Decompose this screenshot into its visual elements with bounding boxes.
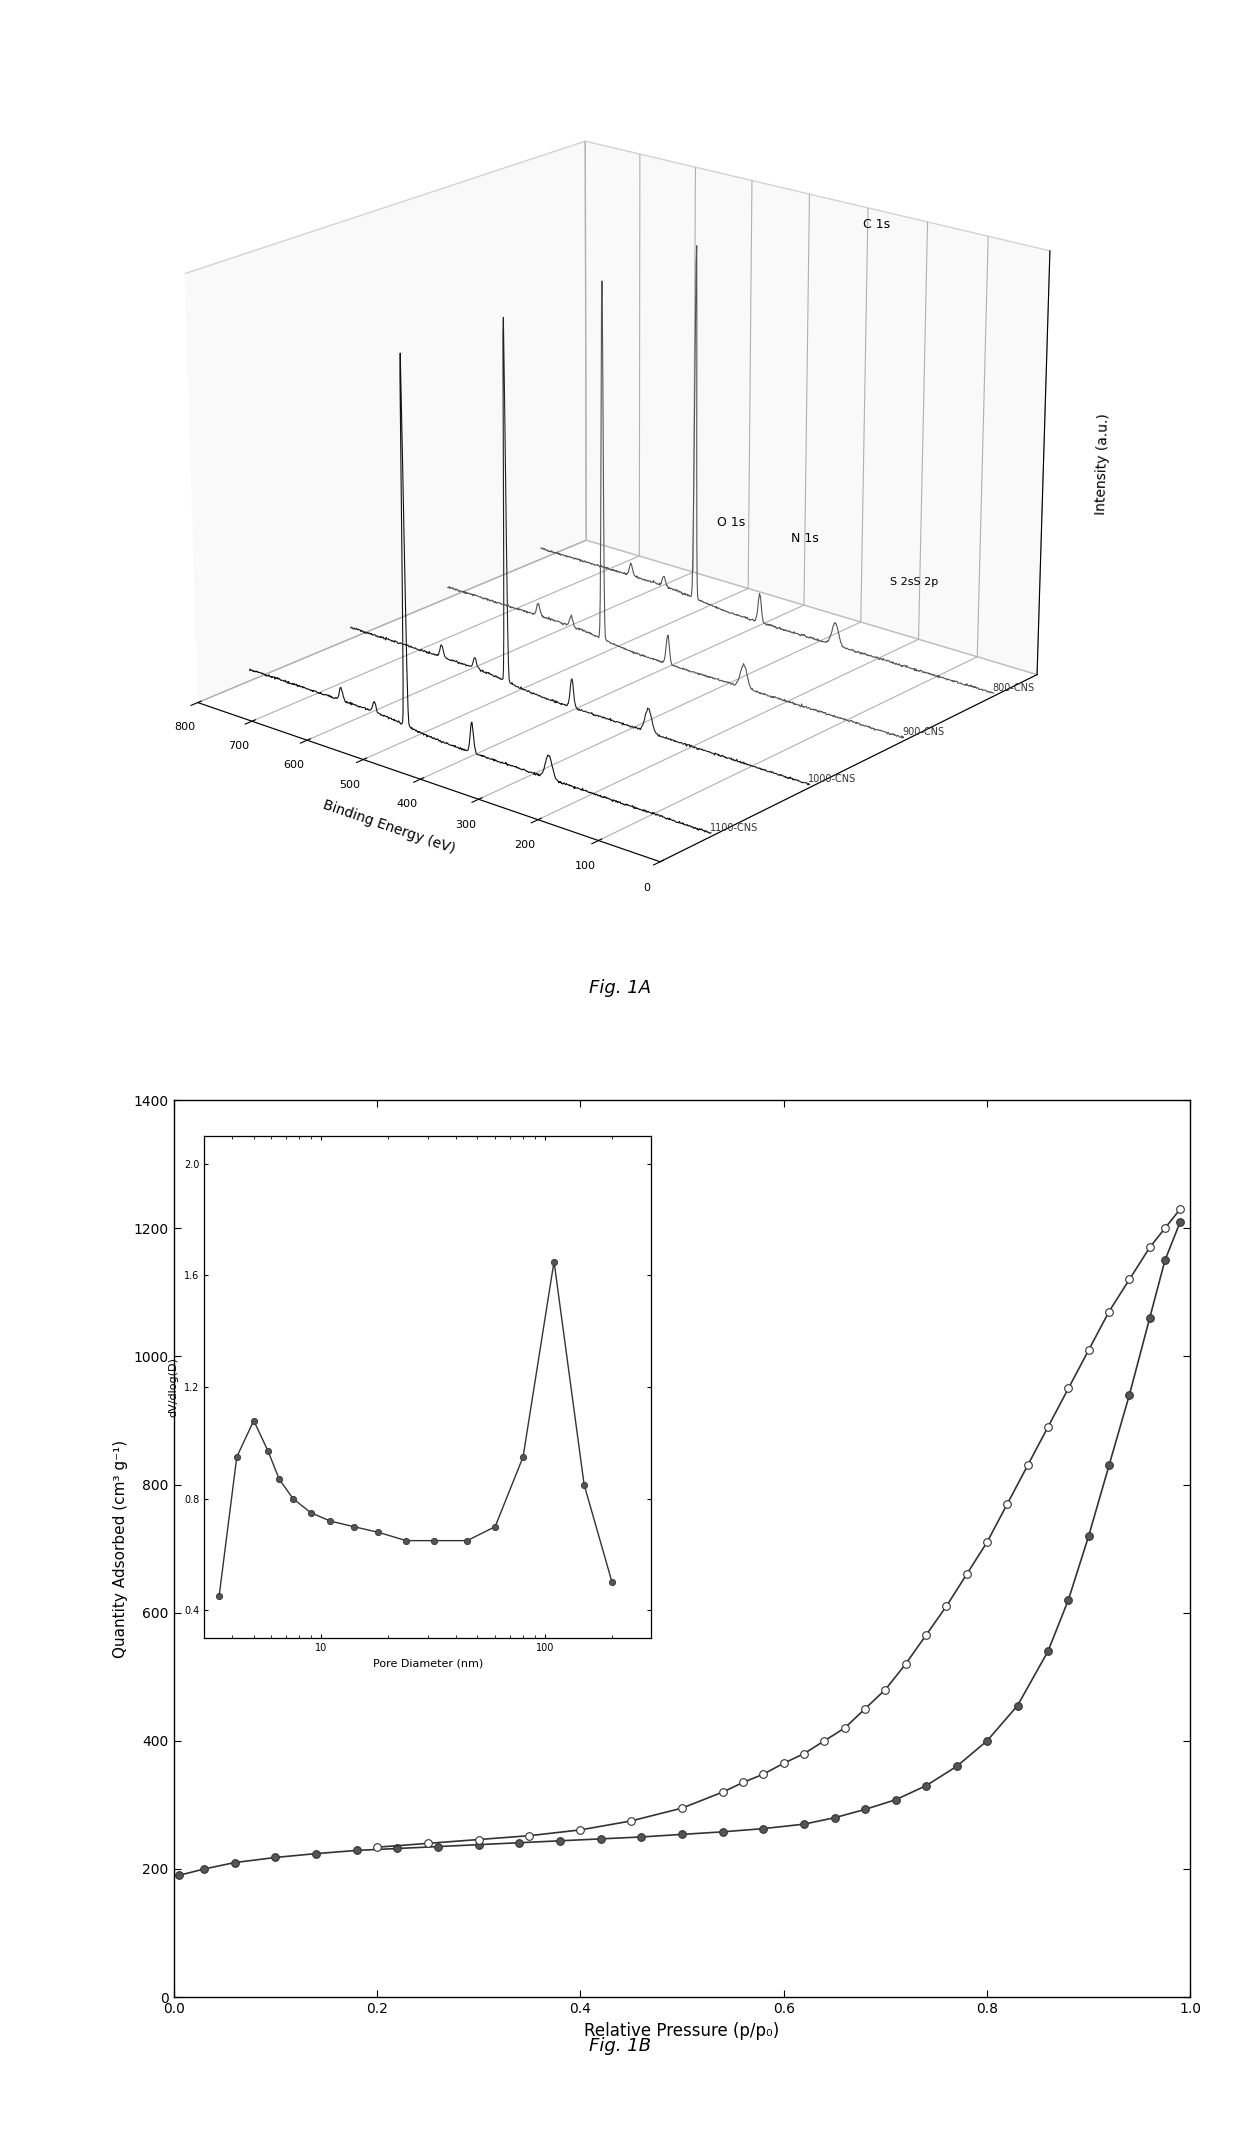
Y-axis label: Quantity Adsorbed (cm³ g⁻¹): Quantity Adsorbed (cm³ g⁻¹) <box>113 1440 128 1658</box>
X-axis label: Binding Energy (eV): Binding Energy (eV) <box>321 797 456 857</box>
X-axis label: Relative Pressure (p/p₀): Relative Pressure (p/p₀) <box>584 2021 780 2040</box>
Text: Fig. 1B: Fig. 1B <box>589 2036 651 2055</box>
Text: Fig. 1A: Fig. 1A <box>589 978 651 998</box>
